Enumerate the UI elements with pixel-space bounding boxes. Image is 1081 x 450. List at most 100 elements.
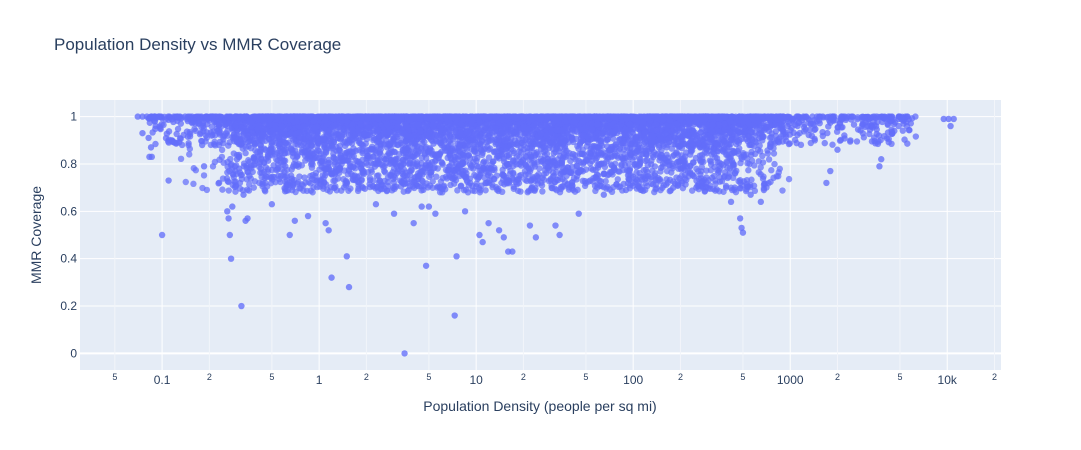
data-point xyxy=(414,150,422,157)
data-point xyxy=(373,172,381,180)
data-point xyxy=(301,147,309,155)
data-point xyxy=(325,159,333,166)
data-point xyxy=(668,169,675,176)
data-point xyxy=(745,167,752,174)
data-point xyxy=(636,169,643,177)
data-point xyxy=(354,187,362,195)
data-point xyxy=(602,152,609,160)
data-point xyxy=(710,172,718,180)
data-point xyxy=(479,149,486,156)
data-point xyxy=(558,157,566,164)
data-point xyxy=(335,158,342,165)
data-point xyxy=(373,161,381,168)
data-point xyxy=(218,146,226,154)
data-point xyxy=(281,184,288,192)
data-point xyxy=(415,183,422,190)
data-point xyxy=(394,133,401,141)
data-point xyxy=(571,152,579,159)
data-point xyxy=(308,164,316,171)
data-point xyxy=(538,158,545,165)
data-point xyxy=(706,157,714,164)
data-point xyxy=(751,162,758,169)
data-point xyxy=(263,173,271,181)
data-point xyxy=(437,178,445,185)
data-point xyxy=(471,171,478,179)
data-point xyxy=(574,168,582,176)
data-point xyxy=(616,145,624,152)
data-point xyxy=(757,148,764,155)
data-point xyxy=(574,186,581,194)
data-point xyxy=(231,183,239,191)
data-point xyxy=(367,159,375,166)
data-point xyxy=(632,149,640,157)
data-point xyxy=(564,164,572,171)
data-point xyxy=(709,127,716,135)
data-point xyxy=(359,156,366,164)
data-point xyxy=(755,158,763,165)
data-point xyxy=(444,144,451,151)
data-point xyxy=(588,153,595,160)
data-point xyxy=(693,165,700,173)
data-point xyxy=(636,155,643,162)
data-point xyxy=(700,158,707,166)
data-point xyxy=(522,161,529,168)
data-point xyxy=(230,174,237,181)
data-point xyxy=(738,155,746,163)
data-point xyxy=(439,159,446,167)
data-point xyxy=(626,149,634,156)
data-point xyxy=(350,145,357,152)
data-point xyxy=(710,185,717,193)
data-point xyxy=(242,144,250,151)
data-point xyxy=(301,174,308,181)
data-point xyxy=(554,176,562,184)
data-point xyxy=(503,176,510,184)
data-point xyxy=(433,173,440,180)
data-point xyxy=(322,166,329,173)
data-point xyxy=(556,145,563,152)
data-point xyxy=(735,177,742,185)
data-point xyxy=(592,173,599,181)
data-point xyxy=(390,175,397,183)
data-point xyxy=(642,166,649,174)
data-point xyxy=(182,178,189,186)
data-point xyxy=(399,147,407,154)
data-point xyxy=(403,176,411,183)
data-point xyxy=(557,170,565,177)
data-point xyxy=(354,158,361,165)
data-point xyxy=(186,151,193,158)
data-point xyxy=(541,166,549,174)
data-point xyxy=(557,183,565,191)
data-point xyxy=(190,165,198,172)
data-point xyxy=(284,141,291,148)
data-point xyxy=(484,137,492,145)
data-point xyxy=(387,159,395,167)
data-point xyxy=(526,156,533,163)
data-point xyxy=(480,158,488,165)
data-point xyxy=(349,164,357,171)
data-point xyxy=(642,174,649,181)
data-point xyxy=(528,143,535,151)
data-point xyxy=(306,149,313,157)
data-point xyxy=(549,184,556,192)
data-point xyxy=(471,187,478,195)
data-point xyxy=(322,181,330,188)
data-point xyxy=(642,157,649,165)
data-point xyxy=(296,173,303,180)
data-point xyxy=(298,162,306,169)
data-point xyxy=(568,184,576,192)
data-point xyxy=(376,177,384,184)
data-point xyxy=(225,187,232,194)
data-point xyxy=(678,145,686,152)
data-point xyxy=(283,166,291,174)
data-point xyxy=(277,178,284,186)
data-point xyxy=(485,154,493,161)
data-point xyxy=(251,160,258,168)
data-point xyxy=(764,147,771,154)
data-point xyxy=(698,163,706,171)
data-point xyxy=(657,186,664,194)
data-point xyxy=(326,188,334,195)
data-point xyxy=(743,180,751,188)
data-point xyxy=(507,167,514,174)
data-point xyxy=(443,175,451,182)
